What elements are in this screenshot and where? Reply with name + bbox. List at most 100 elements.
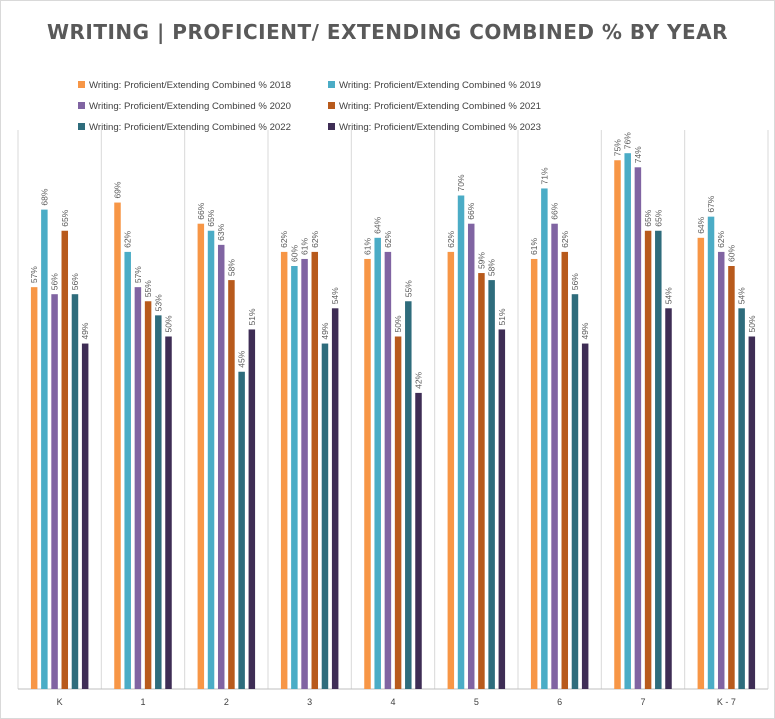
data-label: 57%	[29, 266, 39, 283]
bar-3-s0	[280, 251, 288, 689]
legend-swatch-2022	[78, 123, 85, 130]
bar-7-s3	[644, 230, 652, 689]
data-label: 62%	[716, 230, 726, 247]
bar-4-s4	[405, 301, 412, 689]
data-label: 70%	[456, 174, 466, 191]
legend-swatch-2021	[328, 102, 335, 109]
bar-K-s0	[30, 287, 38, 689]
data-label: 66%	[550, 202, 560, 219]
data-label: 66%	[196, 202, 206, 219]
data-label: 76%	[623, 132, 633, 149]
data-label: 66%	[466, 202, 476, 219]
data-label: 62%	[123, 230, 133, 247]
data-label: 58%	[487, 259, 497, 276]
bar-K-7-s0	[697, 237, 705, 690]
legend-label-2019: Writing: Proficient/Extending Combined %…	[339, 80, 541, 91]
bar-6-s0	[530, 258, 538, 689]
x-tick-label: 5	[474, 697, 479, 707]
bar-5-s5	[498, 329, 506, 689]
bar-K-7-s3	[728, 266, 735, 689]
bar-6-s4	[571, 294, 579, 689]
bar-5-s2	[467, 223, 475, 689]
bar-K-7-s5	[748, 336, 756, 689]
bar-7-s4	[655, 230, 662, 689]
bar-K-s3	[61, 230, 69, 689]
x-tick-label: 4	[390, 697, 395, 707]
legend-item-2019: Writing: Proficient/Extending Combined %…	[328, 80, 541, 92]
data-label: 51%	[247, 308, 257, 325]
data-label: 62%	[383, 230, 393, 247]
data-label: 75%	[613, 139, 623, 156]
legend-item-2021: Writing: Proficient/Extending Combined %…	[328, 101, 541, 113]
data-label: 62%	[279, 230, 289, 247]
bar-K-7-s1	[707, 216, 715, 689]
data-label: 65%	[653, 209, 663, 226]
bar-3-s2	[301, 258, 308, 689]
bar-K-7-s2	[717, 251, 725, 689]
bar-4-s3	[394, 336, 402, 689]
bar-2-s4	[238, 371, 245, 689]
data-label: 53%	[153, 294, 163, 311]
data-label: 58%	[226, 259, 236, 276]
bar-1-s2	[134, 287, 142, 689]
x-tick-label: K - 7	[717, 697, 736, 707]
data-label: 63%	[216, 223, 226, 240]
bar-4-s2	[384, 251, 392, 689]
data-label: 69%	[113, 181, 123, 198]
data-label: 68%	[39, 188, 49, 205]
bar-7-s2	[634, 167, 642, 690]
bar-1-s0	[114, 202, 121, 690]
bar-2-s2	[217, 244, 225, 689]
bar-5-s0	[447, 251, 455, 689]
data-label: 55%	[143, 280, 153, 297]
data-label: 54%	[330, 287, 340, 304]
bar-3-s1	[291, 266, 298, 689]
legend-item-2022: Writing: Proficient/Extending Combined %…	[78, 122, 291, 134]
bar-2-s3	[228, 280, 235, 689]
bar-5-s4	[488, 280, 495, 689]
bar-6-s2	[551, 223, 558, 689]
legend-label-2020: Writing: Proficient/Extending Combined %…	[89, 101, 291, 112]
data-label: 62%	[310, 230, 320, 247]
x-tick-label: K	[57, 697, 63, 707]
chart-title: WRITING | PROFICIENT/ EXTENDING COMBINED…	[46, 20, 729, 44]
bar-5-s3	[478, 273, 485, 689]
legend-label-2023: Writing: Proficient/Extending Combined %…	[339, 122, 541, 133]
bar-1-s5	[165, 336, 172, 689]
data-label: 71%	[539, 167, 549, 184]
data-label: 61%	[363, 237, 373, 254]
data-label: 54%	[737, 287, 747, 304]
data-label: 54%	[664, 287, 674, 304]
bar-4-s1	[374, 237, 381, 690]
data-label: 55%	[403, 280, 413, 297]
bar-4-s5	[415, 392, 422, 689]
data-label: 50%	[747, 315, 757, 332]
data-label: 65%	[643, 209, 653, 226]
legend-label-2018: Writing: Proficient/Extending Combined %…	[89, 80, 291, 91]
data-label: 62%	[560, 230, 570, 247]
bar-7-s1	[624, 153, 631, 689]
data-label: 67%	[706, 195, 716, 212]
x-tick-label: 2	[224, 697, 229, 707]
x-tick-label: 7	[640, 697, 645, 707]
bar-3-s5	[331, 308, 339, 689]
bar-2-s5	[248, 329, 256, 689]
data-label: 61%	[529, 237, 539, 254]
legend-item-2023: Writing: Proficient/Extending Combined %…	[328, 122, 541, 134]
bar-5-s1	[457, 195, 465, 689]
data-label: 61%	[300, 237, 310, 254]
bar-K-s1	[41, 209, 48, 689]
x-tick-label: 3	[307, 697, 312, 707]
data-label: 56%	[570, 273, 580, 290]
bar-7-s5	[665, 308, 672, 689]
bar-6-s5	[581, 343, 589, 689]
bar-6-s1	[541, 188, 548, 689]
bar-3-s3	[311, 251, 319, 689]
bar-4-s0	[364, 258, 371, 689]
x-tick-label: 6	[557, 697, 562, 707]
legend-label-2021: Writing: Proficient/Extending Combined %…	[339, 101, 541, 112]
data-label: 65%	[60, 209, 70, 226]
data-label: 65%	[206, 209, 216, 226]
data-label: 49%	[580, 322, 590, 339]
legend-swatch-2020	[78, 102, 85, 109]
